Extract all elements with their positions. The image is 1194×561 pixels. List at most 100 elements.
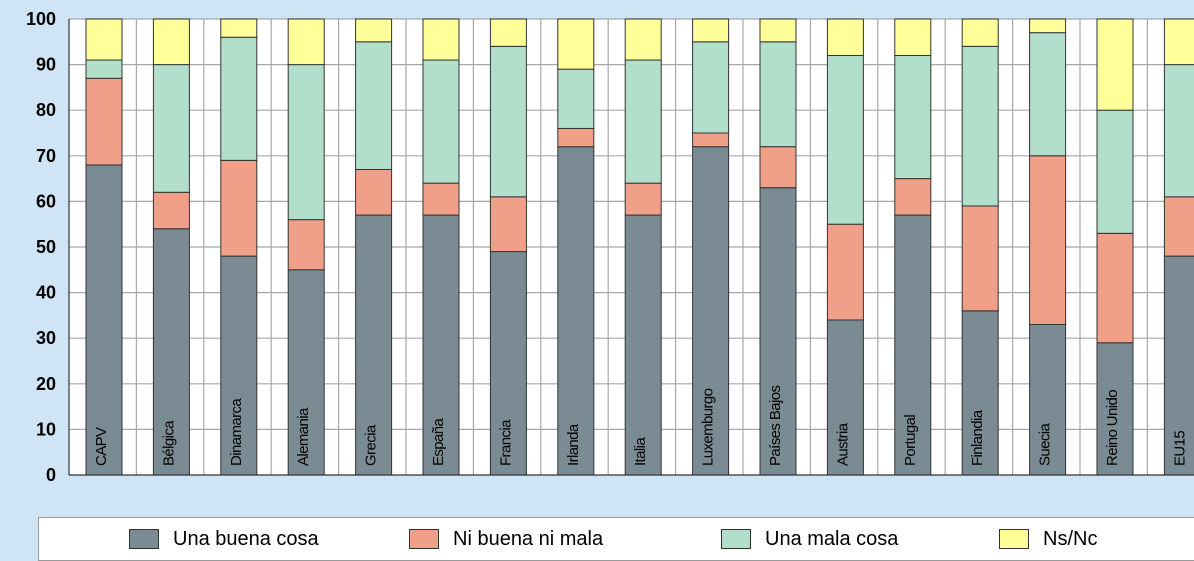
category-label: Portugal [902,415,919,466]
bar-segment [287,269,325,476]
bar-segment [826,54,864,225]
bar-segment [489,18,527,47]
bar-segment [557,18,595,70]
bar-segment [759,146,797,189]
category-label: Bélgica [160,420,177,466]
bar-segment [355,41,393,170]
category-label: Francia [497,419,514,466]
bar-segment [692,146,730,476]
bar-segment [489,45,527,198]
legend-item: Ni buena ni mala [409,528,603,550]
bar-segment [961,310,999,476]
category-label: Países Bajos [767,386,784,466]
bar-segment [624,59,662,184]
y-tick-label: 90 [36,55,56,75]
bar-segment [287,219,325,271]
legend: Una buena cosa Ni buena ni mala Una mala c… [38,517,1194,561]
bar-segment [1096,18,1134,111]
category-label: Grecia [363,424,380,466]
category-label: Finlandia [969,409,986,466]
bar-segment [624,214,662,476]
bar-segment [759,41,797,148]
bar-segment [1096,109,1134,234]
bar-segment [287,64,325,221]
bar-segment [692,41,730,134]
legend-item: Ns/Nc [999,528,1097,550]
y-tick-label: 10 [36,419,56,439]
bar-segment [220,255,258,476]
bar-segment [759,187,797,476]
category-label: Irlanda [565,423,582,466]
legend-label: Ns/Nc [1043,527,1098,550]
bar-segment [152,64,190,193]
bar-segment [1163,196,1194,257]
bar-segment [624,18,662,61]
bar-segment [1096,342,1134,476]
bar-segment [152,18,190,66]
y-tick-label: 100 [26,9,56,29]
category-label: Luxemburgo [700,388,717,466]
bar-segment [85,164,123,476]
bar-segment [422,214,460,476]
legend-item: Una mala cosa [721,528,898,550]
bar-segment [422,59,460,184]
legend-swatch [721,529,751,549]
bar-segment [355,18,393,43]
bar-segment [961,45,999,207]
bar-segment [759,18,797,43]
y-axis-tick-labels: 0 10 20 30 40 50 60 70 80 90 100 [26,9,56,485]
y-tick-label: 40 [36,283,56,303]
bar-segment [894,18,932,56]
bar-segment [152,191,190,230]
category-label: EU15 [1171,431,1188,466]
legend-label: Una mala cosa [765,527,899,550]
y-tick-label: 80 [36,100,56,120]
bar-segment [1029,324,1067,476]
bar-segment [422,18,460,61]
bar-segment [557,146,595,476]
y-tick-label: 70 [36,146,56,166]
y-tick-label: 0 [46,465,56,485]
bar-segment [961,18,999,47]
category-label: Austria [834,422,851,466]
bar-segment [961,205,999,312]
category-label: Alemania [295,407,312,466]
bar-segment [1163,64,1194,198]
category-label: España [430,417,447,466]
bar-segment [624,182,662,216]
bar-segment [1096,232,1134,344]
bar-segment [85,77,123,166]
bar-segment [894,214,932,476]
bar-segment [220,36,258,161]
legend-swatch [999,529,1029,549]
bar-segment [355,168,393,216]
legend-label: Ni buena ni mala [453,527,604,550]
bar-segment [220,18,258,38]
bar-segment [287,18,325,66]
bar-segment [557,68,595,129]
category-label: CAPV [93,427,110,466]
bar-segment [1163,18,1194,66]
bar-segment [85,59,123,79]
bar-segment [692,18,730,43]
category-label: Suecia [1037,422,1054,466]
category-label: Italia [632,437,649,466]
bar-segment [152,228,190,476]
y-tick-label: 50 [36,237,56,257]
y-tick-label: 20 [36,374,56,394]
bar-segment [1029,155,1067,326]
bar-segment [826,18,864,56]
bar-segment [692,132,730,148]
y-tick-label: 30 [36,328,56,348]
category-label: Reino Unido [1104,390,1121,466]
bar-segment [85,18,123,61]
bar-segment [489,251,527,476]
bar-segment [355,214,393,476]
bars [85,18,1194,476]
category-label: Dinamarca [228,398,245,466]
bar-segment [894,178,932,216]
bar-segment [422,182,460,216]
stacked-bar-chart: 0 10 20 30 40 50 60 70 80 90 100 CAPV Bélgica Dinama… [26,9,1194,485]
bar-segment [1029,32,1067,157]
y-tick-label: 60 [36,191,56,211]
